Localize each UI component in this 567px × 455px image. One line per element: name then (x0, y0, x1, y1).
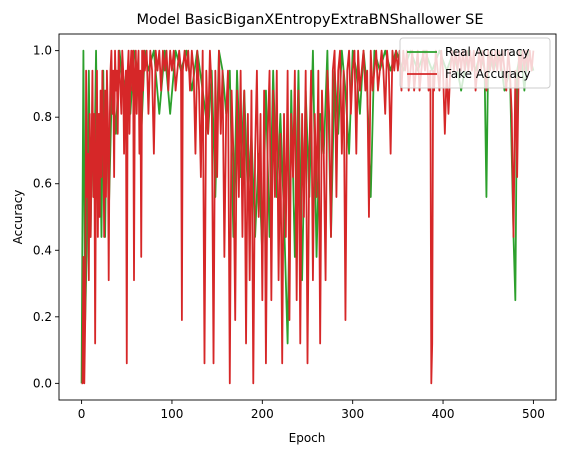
x-tick-label: 400 (432, 407, 455, 421)
x-tick-label: 300 (341, 407, 364, 421)
y-tick-label: 0.0 (33, 376, 52, 390)
y-tick-label: 0.8 (33, 110, 52, 124)
x-tick-label: 200 (251, 407, 274, 421)
legend-label-fake-accuracy: Fake Accuracy (445, 67, 531, 81)
y-axis: 0.0 0.2 0.4 0.6 0.8 1.0 (33, 44, 59, 390)
x-axis: 0 100 200 300 400 500 (78, 400, 545, 421)
y-axis-label: Accuracy (11, 190, 25, 245)
x-axis-label: Epoch (289, 431, 326, 445)
y-tick-label: 0.6 (33, 177, 52, 191)
chart-title: Model BasicBiganXEntropyExtraBNShallower… (136, 12, 483, 28)
x-tick-label: 100 (161, 407, 184, 421)
x-tick-label: 500 (522, 407, 545, 421)
legend-box (399, 37, 551, 89)
y-tick-label: 0.4 (33, 243, 52, 257)
y-tick-label: 0.2 (33, 310, 52, 324)
legend: Real Accuracy Fake Accuracy (399, 37, 551, 89)
axes-frame (58, 33, 557, 401)
y-tick-label: 1.0 (33, 44, 52, 58)
x-tick-label: 0 (78, 407, 86, 421)
legend-label-real-accuracy: Real Accuracy (445, 45, 529, 59)
